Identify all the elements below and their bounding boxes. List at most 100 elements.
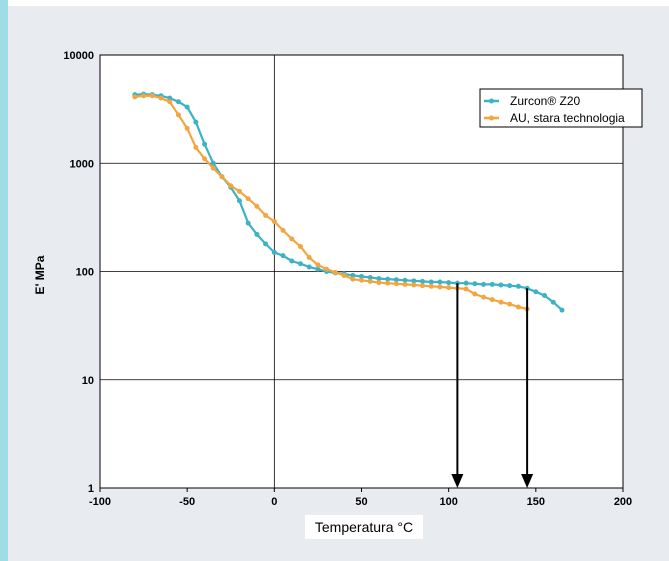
data-point-zurcon <box>515 283 521 289</box>
data-point-au <box>315 262 321 268</box>
data-point-zurcon <box>533 289 539 295</box>
data-point-zurcon <box>507 283 513 289</box>
data-point-zurcon <box>271 249 277 255</box>
data-point-zurcon <box>411 278 417 284</box>
data-point-au <box>245 196 251 202</box>
legend: Zurcon® Z20 AU, stara technologia <box>479 88 643 128</box>
x-tick-label: 150 <box>527 496 545 508</box>
data-point-au <box>289 236 295 242</box>
data-point-au <box>385 280 391 286</box>
annotation-arrow-head <box>451 474 464 488</box>
y-tick-label: 10000 <box>63 50 94 62</box>
data-point-au <box>297 244 303 250</box>
data-point-au <box>263 212 269 218</box>
data-point-zurcon <box>350 272 356 278</box>
data-point-zurcon <box>254 231 260 237</box>
data-point-zurcon <box>210 160 216 166</box>
data-point-au <box>472 291 478 297</box>
x-tick-label: 0 <box>271 496 277 508</box>
data-point-zurcon <box>184 104 190 110</box>
data-point-au <box>481 294 487 300</box>
data-point-zurcon <box>481 281 487 287</box>
data-point-au <box>446 285 452 291</box>
data-point-au <box>463 286 469 292</box>
data-point-au <box>167 99 173 105</box>
data-point-au <box>489 297 495 303</box>
data-point-au <box>402 281 408 287</box>
data-point-zurcon <box>175 99 181 105</box>
data-point-au <box>219 174 225 180</box>
data-point-zurcon <box>289 258 295 264</box>
data-point-au <box>254 203 260 209</box>
data-point-zurcon <box>428 279 434 285</box>
legend-box <box>479 88 643 128</box>
data-point-zurcon <box>402 277 408 283</box>
data-point-au <box>376 280 382 286</box>
x-tick-label: 200 <box>614 496 632 508</box>
data-point-zurcon <box>193 119 199 125</box>
legend-label-zurcon: Zurcon® Z20 <box>510 94 581 108</box>
annotations <box>451 283 534 488</box>
data-point-zurcon <box>263 241 269 247</box>
data-point-au <box>210 165 216 171</box>
data-point-au <box>341 272 347 278</box>
data-point-au <box>498 299 504 305</box>
data-point-au <box>411 282 417 288</box>
data-point-zurcon <box>359 273 364 279</box>
data-point-zurcon <box>315 266 321 272</box>
data-point-zurcon <box>393 277 399 283</box>
data-point-zurcon <box>306 264 312 270</box>
data-point-au <box>280 227 286 233</box>
data-point-au <box>184 125 190 131</box>
data-point-zurcon <box>245 220 251 226</box>
annotation-arrow-head <box>521 474 534 488</box>
data-point-au <box>149 93 155 99</box>
x-tick-label: -100 <box>89 496 111 508</box>
tick-labels: 1 10 100 1000 10000 -100 -50 0 50 100 150 200 <box>63 50 632 508</box>
data-point-zurcon <box>385 276 391 282</box>
data-point-zurcon <box>236 198 242 204</box>
data-point-zurcon <box>550 299 556 305</box>
x-axis-label: Temperatura °C <box>305 515 423 539</box>
data-point-au <box>132 94 138 100</box>
data-point-au <box>158 95 164 101</box>
data-point-au <box>393 281 399 287</box>
data-point-zurcon <box>376 276 382 282</box>
data-point-zurcon <box>472 281 478 287</box>
y-tick-label: 1000 <box>70 158 94 170</box>
data-point-au <box>507 301 513 307</box>
x-tick-label: -50 <box>179 496 195 508</box>
data-point-zurcon <box>542 293 548 299</box>
data-point-au <box>193 144 199 150</box>
data-point-au <box>332 269 338 275</box>
data-point-zurcon <box>463 280 469 286</box>
decorative-side-band <box>0 0 8 561</box>
data-point-au <box>428 283 434 289</box>
data-point-au <box>367 278 373 284</box>
data-point-zurcon <box>498 282 504 288</box>
data-point-au <box>420 283 426 289</box>
data-point-au <box>515 304 521 310</box>
data-point-zurcon <box>446 280 452 286</box>
y-tick-label: 100 <box>76 267 94 279</box>
data-point-zurcon <box>437 279 443 285</box>
series-line-au <box>134 94 528 311</box>
data-point-zurcon <box>420 278 426 284</box>
legend-marker-zurcon <box>489 98 494 104</box>
data-point-au <box>437 284 443 290</box>
legend-marker-au <box>489 115 494 121</box>
data-point-au <box>175 112 181 118</box>
data-point-zurcon <box>280 253 286 259</box>
x-tick-label: 50 <box>355 496 367 508</box>
x-tick-label: 100 <box>439 496 457 508</box>
legend-label-au: AU, stara technologia <box>510 111 625 125</box>
data-point-au <box>141 93 147 99</box>
data-point-au <box>236 188 242 194</box>
y-tick-label: 10 <box>82 375 94 387</box>
series-layer <box>132 91 565 313</box>
data-point-au <box>271 218 277 224</box>
data-point-zurcon <box>202 141 208 147</box>
data-point-zurcon <box>367 275 373 281</box>
